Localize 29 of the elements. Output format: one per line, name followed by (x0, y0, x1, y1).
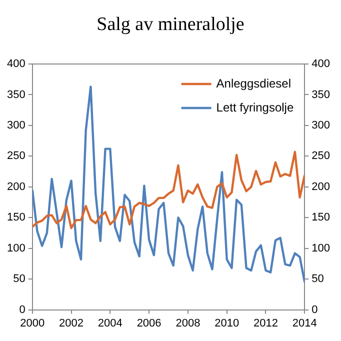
x-tick-label: 2012 (254, 317, 278, 330)
y-tick-label: 250 (6, 150, 26, 162)
y2-tick-label: 0 (312, 304, 318, 316)
chart-title: Salg av mineralolje (96, 14, 246, 36)
legend-label: Lett fyringsolje (216, 100, 294, 114)
y-tick-label: 50 (13, 273, 26, 286)
y-tick-label: 200 (6, 180, 26, 193)
y2-tick-label: 100 (312, 242, 330, 254)
legend-label: Anleggsdiesel (216, 76, 291, 90)
x-tick-label: 2014 (292, 317, 317, 330)
y2-tick-label: 50 (312, 273, 324, 286)
y2-tick-label: 350 (312, 88, 330, 101)
y2-tick-label: 400 (312, 58, 330, 70)
y2-tick-label: 300 (312, 119, 330, 132)
y2-tick-label: 150 (312, 212, 330, 224)
x-tick-label: 2006 (136, 317, 162, 330)
y-tick-label: 0 (19, 304, 26, 316)
y-tick-label: 400 (6, 58, 26, 70)
y2-tick-label: 200 (312, 180, 330, 193)
y2-tick-label: 250 (312, 150, 330, 162)
x-tick-label: 2004 (98, 317, 122, 330)
y-tick-label: 350 (6, 88, 26, 101)
x-tick-label: 2002 (59, 317, 84, 330)
y-tick-label: 150 (6, 212, 26, 224)
y-tick-label: 300 (6, 119, 26, 132)
x-tick-label: 2008 (176, 317, 200, 330)
y-tick-label: 100 (6, 242, 26, 254)
x-tick-label: 2000 (20, 317, 45, 330)
x-tick-label: 2010 (214, 317, 240, 330)
